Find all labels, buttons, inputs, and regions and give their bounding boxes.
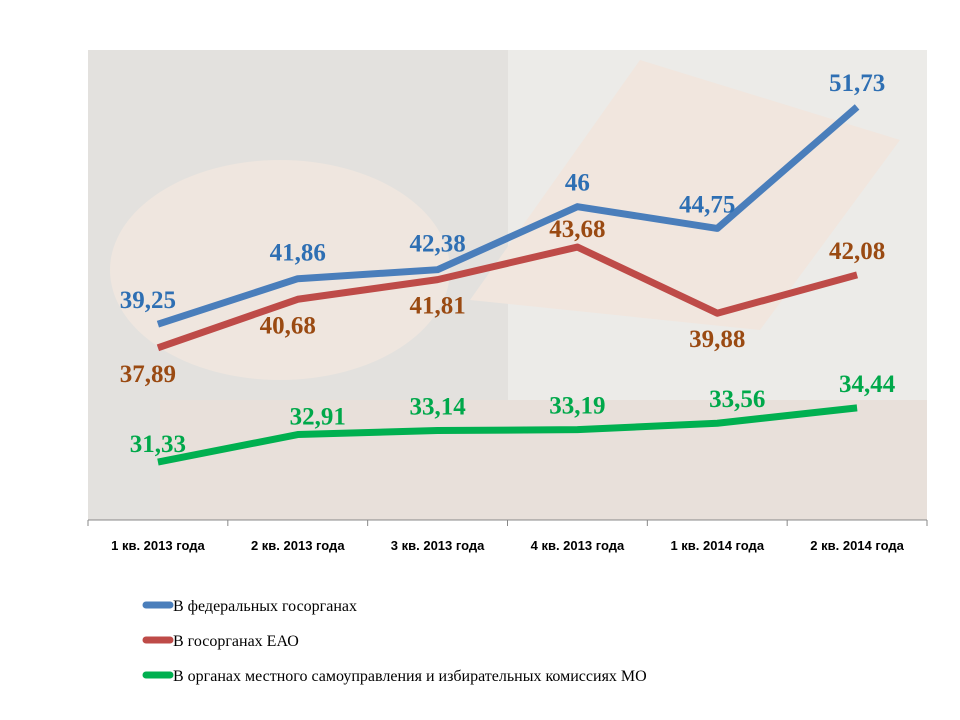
data-label: 44,75 (679, 191, 735, 218)
data-label: 31,33 (130, 431, 186, 458)
series-line (157, 404, 858, 466)
x-tick-label: 3 кв. 2013 года (391, 538, 485, 553)
data-label: 42,38 (409, 231, 465, 258)
data-label: 42,08 (829, 238, 885, 265)
data-label: 33,56 (709, 386, 765, 413)
x-tick-label: 2 кв. 2013 года (251, 538, 345, 553)
data-label: 34,44 (839, 371, 896, 398)
legend-label: В органах местного самоуправления и изби… (173, 668, 647, 685)
series-line (156, 104, 860, 328)
data-label: 39,88 (689, 326, 745, 353)
x-tick-label: 2 кв. 2014 года (810, 538, 904, 553)
data-label: 33,14 (409, 394, 466, 421)
data-label: 39,25 (120, 287, 176, 314)
x-tick-label: 4 кв. 2013 года (531, 538, 625, 553)
data-label: 40,68 (260, 312, 316, 339)
x-tick-label: 1 кв. 2014 года (670, 538, 764, 553)
data-label: 41,81 (409, 293, 465, 320)
data-label: 43,68 (549, 216, 605, 243)
legend-label: В госорганах ЕАО (173, 633, 299, 650)
data-label: 33,19 (549, 393, 605, 420)
data-label: 37,89 (120, 361, 176, 388)
legend-label: В федеральных госорганах (173, 598, 357, 615)
data-label: 41,86 (270, 240, 326, 267)
data-label: 32,91 (290, 404, 346, 431)
data-label: 46 (565, 170, 590, 197)
background-photo (88, 50, 927, 520)
series-line (156, 243, 859, 352)
data-label: 51,73 (829, 70, 885, 97)
x-tick-label: 1 кв. 2013 года (111, 538, 205, 553)
